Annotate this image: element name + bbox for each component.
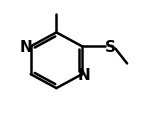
Text: S: S [104,39,115,54]
Text: N: N [20,39,33,54]
Text: N: N [78,67,91,82]
